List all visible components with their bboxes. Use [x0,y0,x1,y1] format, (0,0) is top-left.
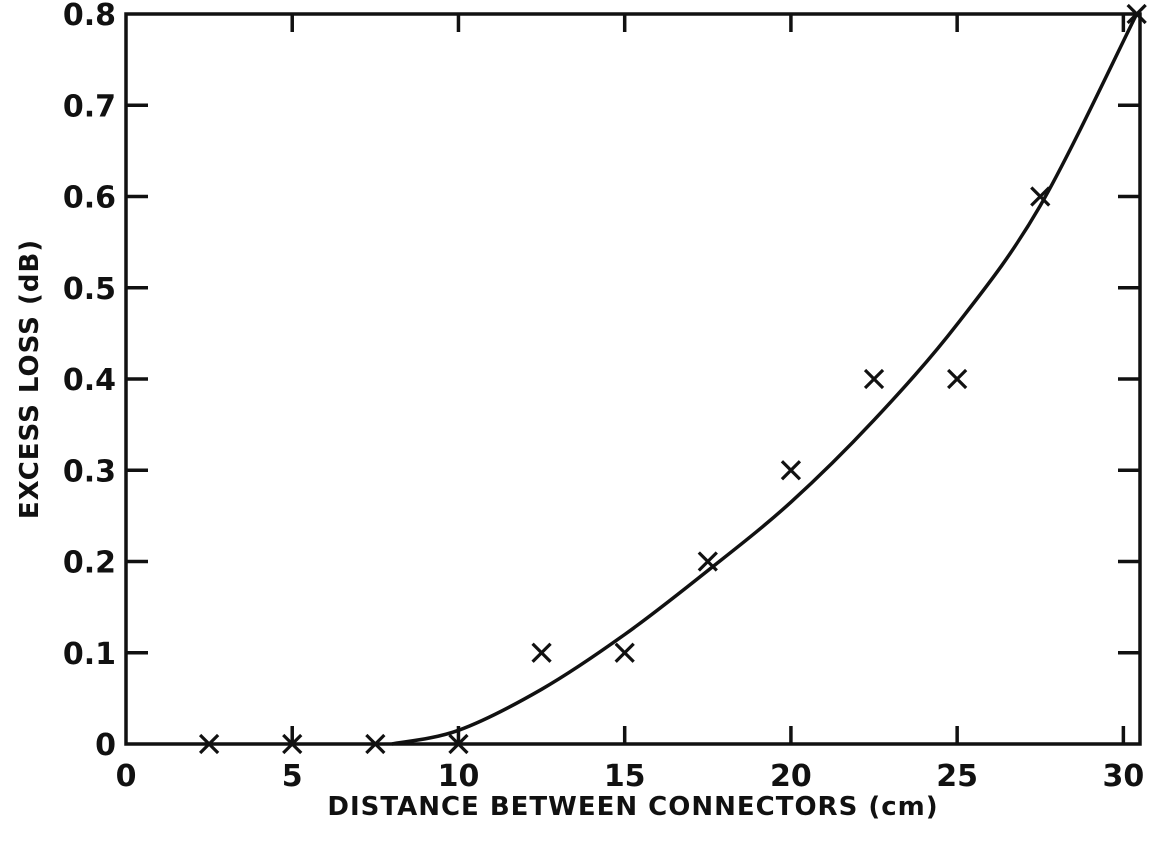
x-axis-label: DISTANCE BETWEEN CONNECTORS (cm) [327,792,938,822]
data-point-x-marker [1030,186,1051,207]
data-point-x-marker [1126,3,1147,25]
data-point-x-marker [697,551,718,572]
y-tick-label: 0.5 [63,272,116,307]
y-tick-label: 0.2 [63,546,116,581]
data-point-x-marker [365,733,386,755]
x-tick-label: 25 [936,759,978,794]
data-points-layer [198,3,1147,755]
fit-curve-layer [391,13,1139,746]
data-point-x-marker [198,733,220,755]
data-point-x-marker [531,642,552,663]
y-tick-label: 0.4 [63,363,116,398]
y-tick-label: 0.8 [63,0,116,33]
plot-frame [124,12,1142,746]
x-tick-label: 0 [116,759,137,794]
y-tick-label: 0.6 [63,181,116,216]
y-tick-label: 0 [95,728,116,763]
y-axis-ticks: 0 0.1 0.2 0.3 0.4 0.5 0.6 0.7 0.8 [63,0,1140,763]
y-axis-label: EXCESS LOSS (dB) [15,239,45,519]
fit-curve-line [391,13,1139,746]
data-point-x-marker [947,368,968,390]
x-tick-label: 5 [282,759,303,794]
x-tick-label: 20 [770,759,812,794]
x-tick-label: 10 [438,759,480,794]
x-tick-label: 15 [604,759,646,794]
data-point-x-marker [282,733,303,755]
data-point-x-marker [614,642,635,663]
y-tick-label: 0.3 [63,454,116,489]
x-axis-ticks: 0 5 10 15 20 25 30 [116,14,1145,794]
x-tick-label: 30 [1103,759,1145,794]
data-point-x-marker [780,460,802,481]
y-tick-label: 0.7 [63,89,116,124]
data-point-x-marker [863,368,885,390]
y-tick-label: 0.1 [63,637,116,672]
data-point-x-marker [448,733,469,755]
